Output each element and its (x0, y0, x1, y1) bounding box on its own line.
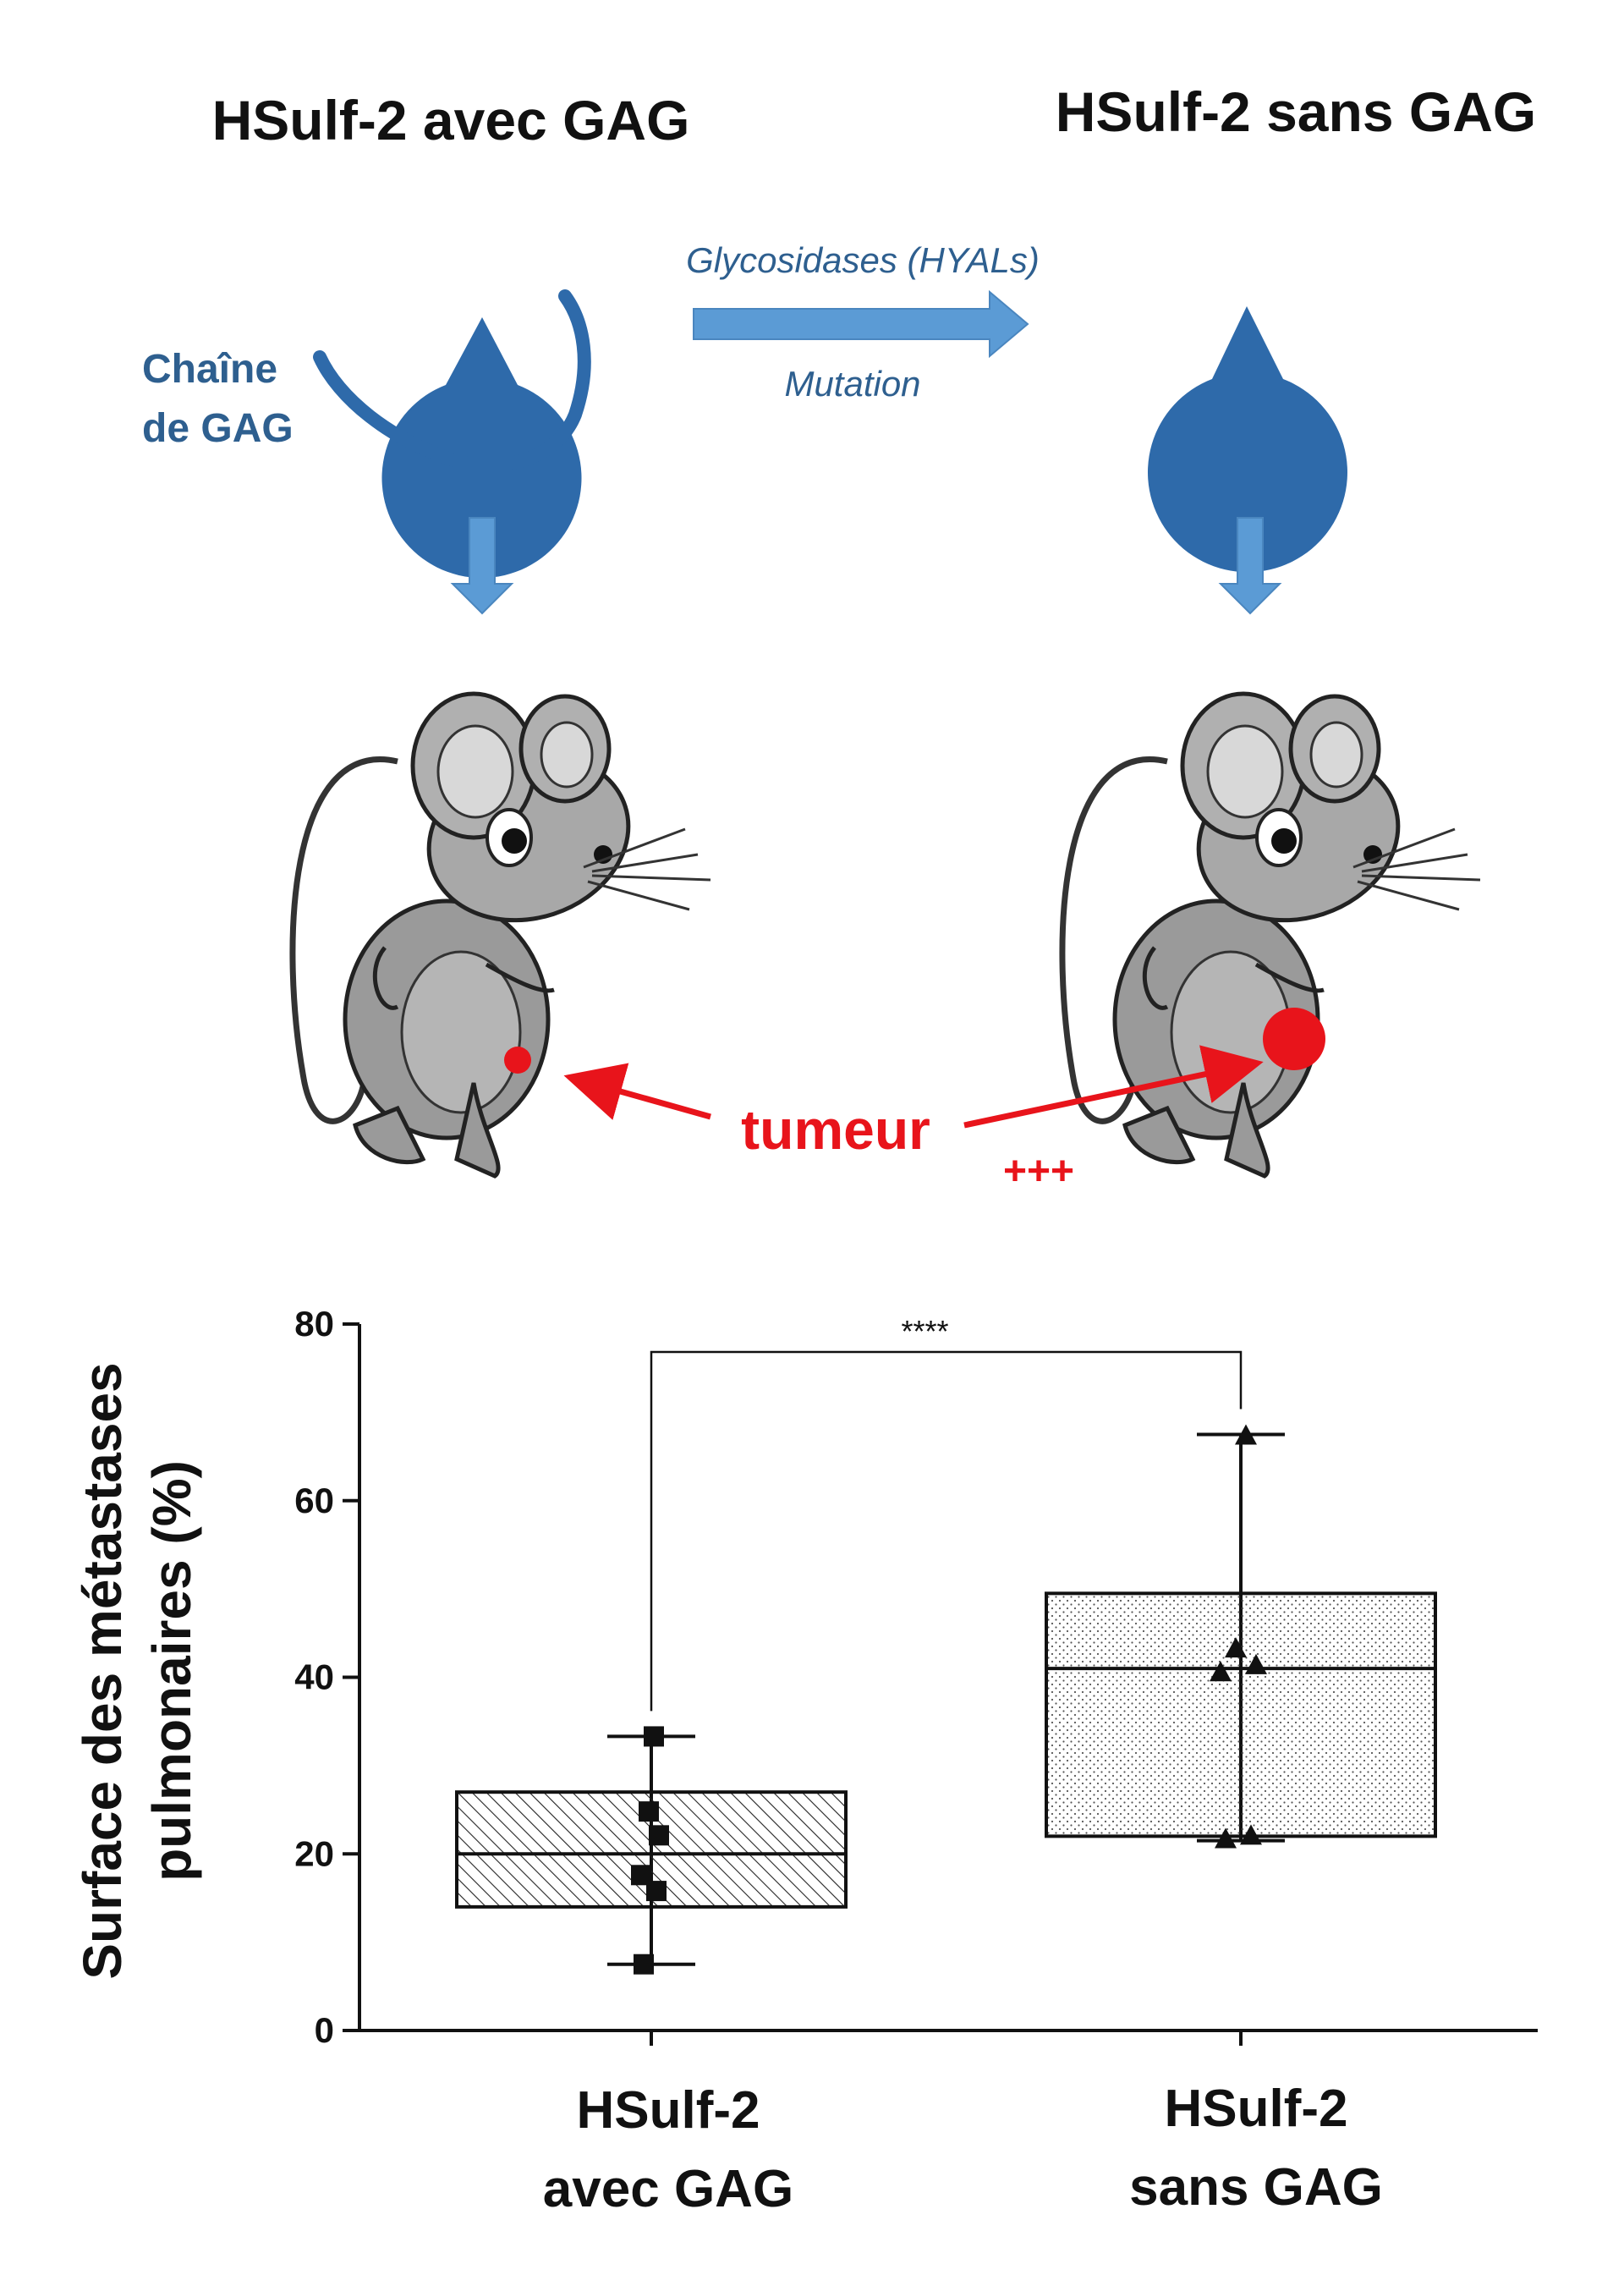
enzyme-left-shape (381, 317, 582, 579)
down-arrow-left (450, 517, 514, 615)
enzyme-with-gag (313, 289, 591, 579)
tumor-plus: +++ (1003, 1149, 1074, 1194)
data-point (644, 1726, 664, 1747)
data-point (1235, 1424, 1257, 1445)
arrow-label-bottom: Mutation (784, 364, 920, 404)
significance-label: **** (901, 1314, 948, 1349)
tumor-small (504, 1047, 531, 1074)
y-tick-label: 20 (294, 1833, 334, 1873)
significance-bracket (650, 1350, 1243, 1712)
tumor-large (1263, 1008, 1325, 1070)
x-label-2-line2: sans GAG (1129, 2158, 1383, 2217)
x-label-1-line2: avec GAG (543, 2160, 793, 2218)
y-tick-label: 60 (294, 1481, 334, 1520)
down-arrow-right (1218, 517, 1282, 615)
y-tick-label: 40 (294, 1657, 334, 1697)
x-label-1-line1: HSulf-2 (577, 2081, 760, 2140)
box-group-2 (1045, 1424, 1437, 1849)
box-plot-chart: 0 20 40 60 80 Surface des métastases pulmona… (72, 1304, 1538, 2218)
tumor-arrow-right (963, 1045, 1264, 1129)
arrow-label-top: Glycosidases (HYALs) (686, 240, 1040, 280)
enzyme-without-gag (1148, 306, 1347, 573)
gag-chain (313, 289, 591, 472)
data-point (634, 1954, 654, 1975)
data-point (1215, 1827, 1237, 1849)
box-iqr (1045, 1591, 1437, 1838)
conversion-arrow (693, 289, 1029, 359)
data-point (1210, 1661, 1232, 1682)
box-group-1 (455, 1726, 848, 1975)
y-tick-label: 0 (315, 2010, 334, 2050)
gag-label-line1: Chaîne (142, 347, 277, 392)
data-point (639, 1801, 659, 1822)
x-label-2-line1: HSulf-2 (1165, 2080, 1348, 2138)
mouse-left-illustration (289, 691, 711, 1179)
tumor-label: tumeur (741, 1098, 930, 1161)
title-right: HSulf-2 sans GAG (1056, 80, 1536, 143)
y-axis-title-line1: Surface des métastases (72, 1362, 133, 1979)
data-point (1245, 1653, 1267, 1674)
y-tick-label: 80 (294, 1304, 334, 1344)
tumor-arrow-left (563, 1063, 711, 1120)
data-point (649, 1825, 669, 1846)
mouse-right-illustration (1059, 691, 1481, 1179)
y-axis-title-line2: pulmonaires (%) (141, 1460, 202, 1882)
data-point (631, 1865, 651, 1886)
data-point (1240, 1824, 1262, 1845)
gag-label-line2: de GAG (142, 406, 294, 451)
data-point (1225, 1637, 1247, 1658)
title-left: HSulf-2 avec GAG (212, 89, 690, 151)
